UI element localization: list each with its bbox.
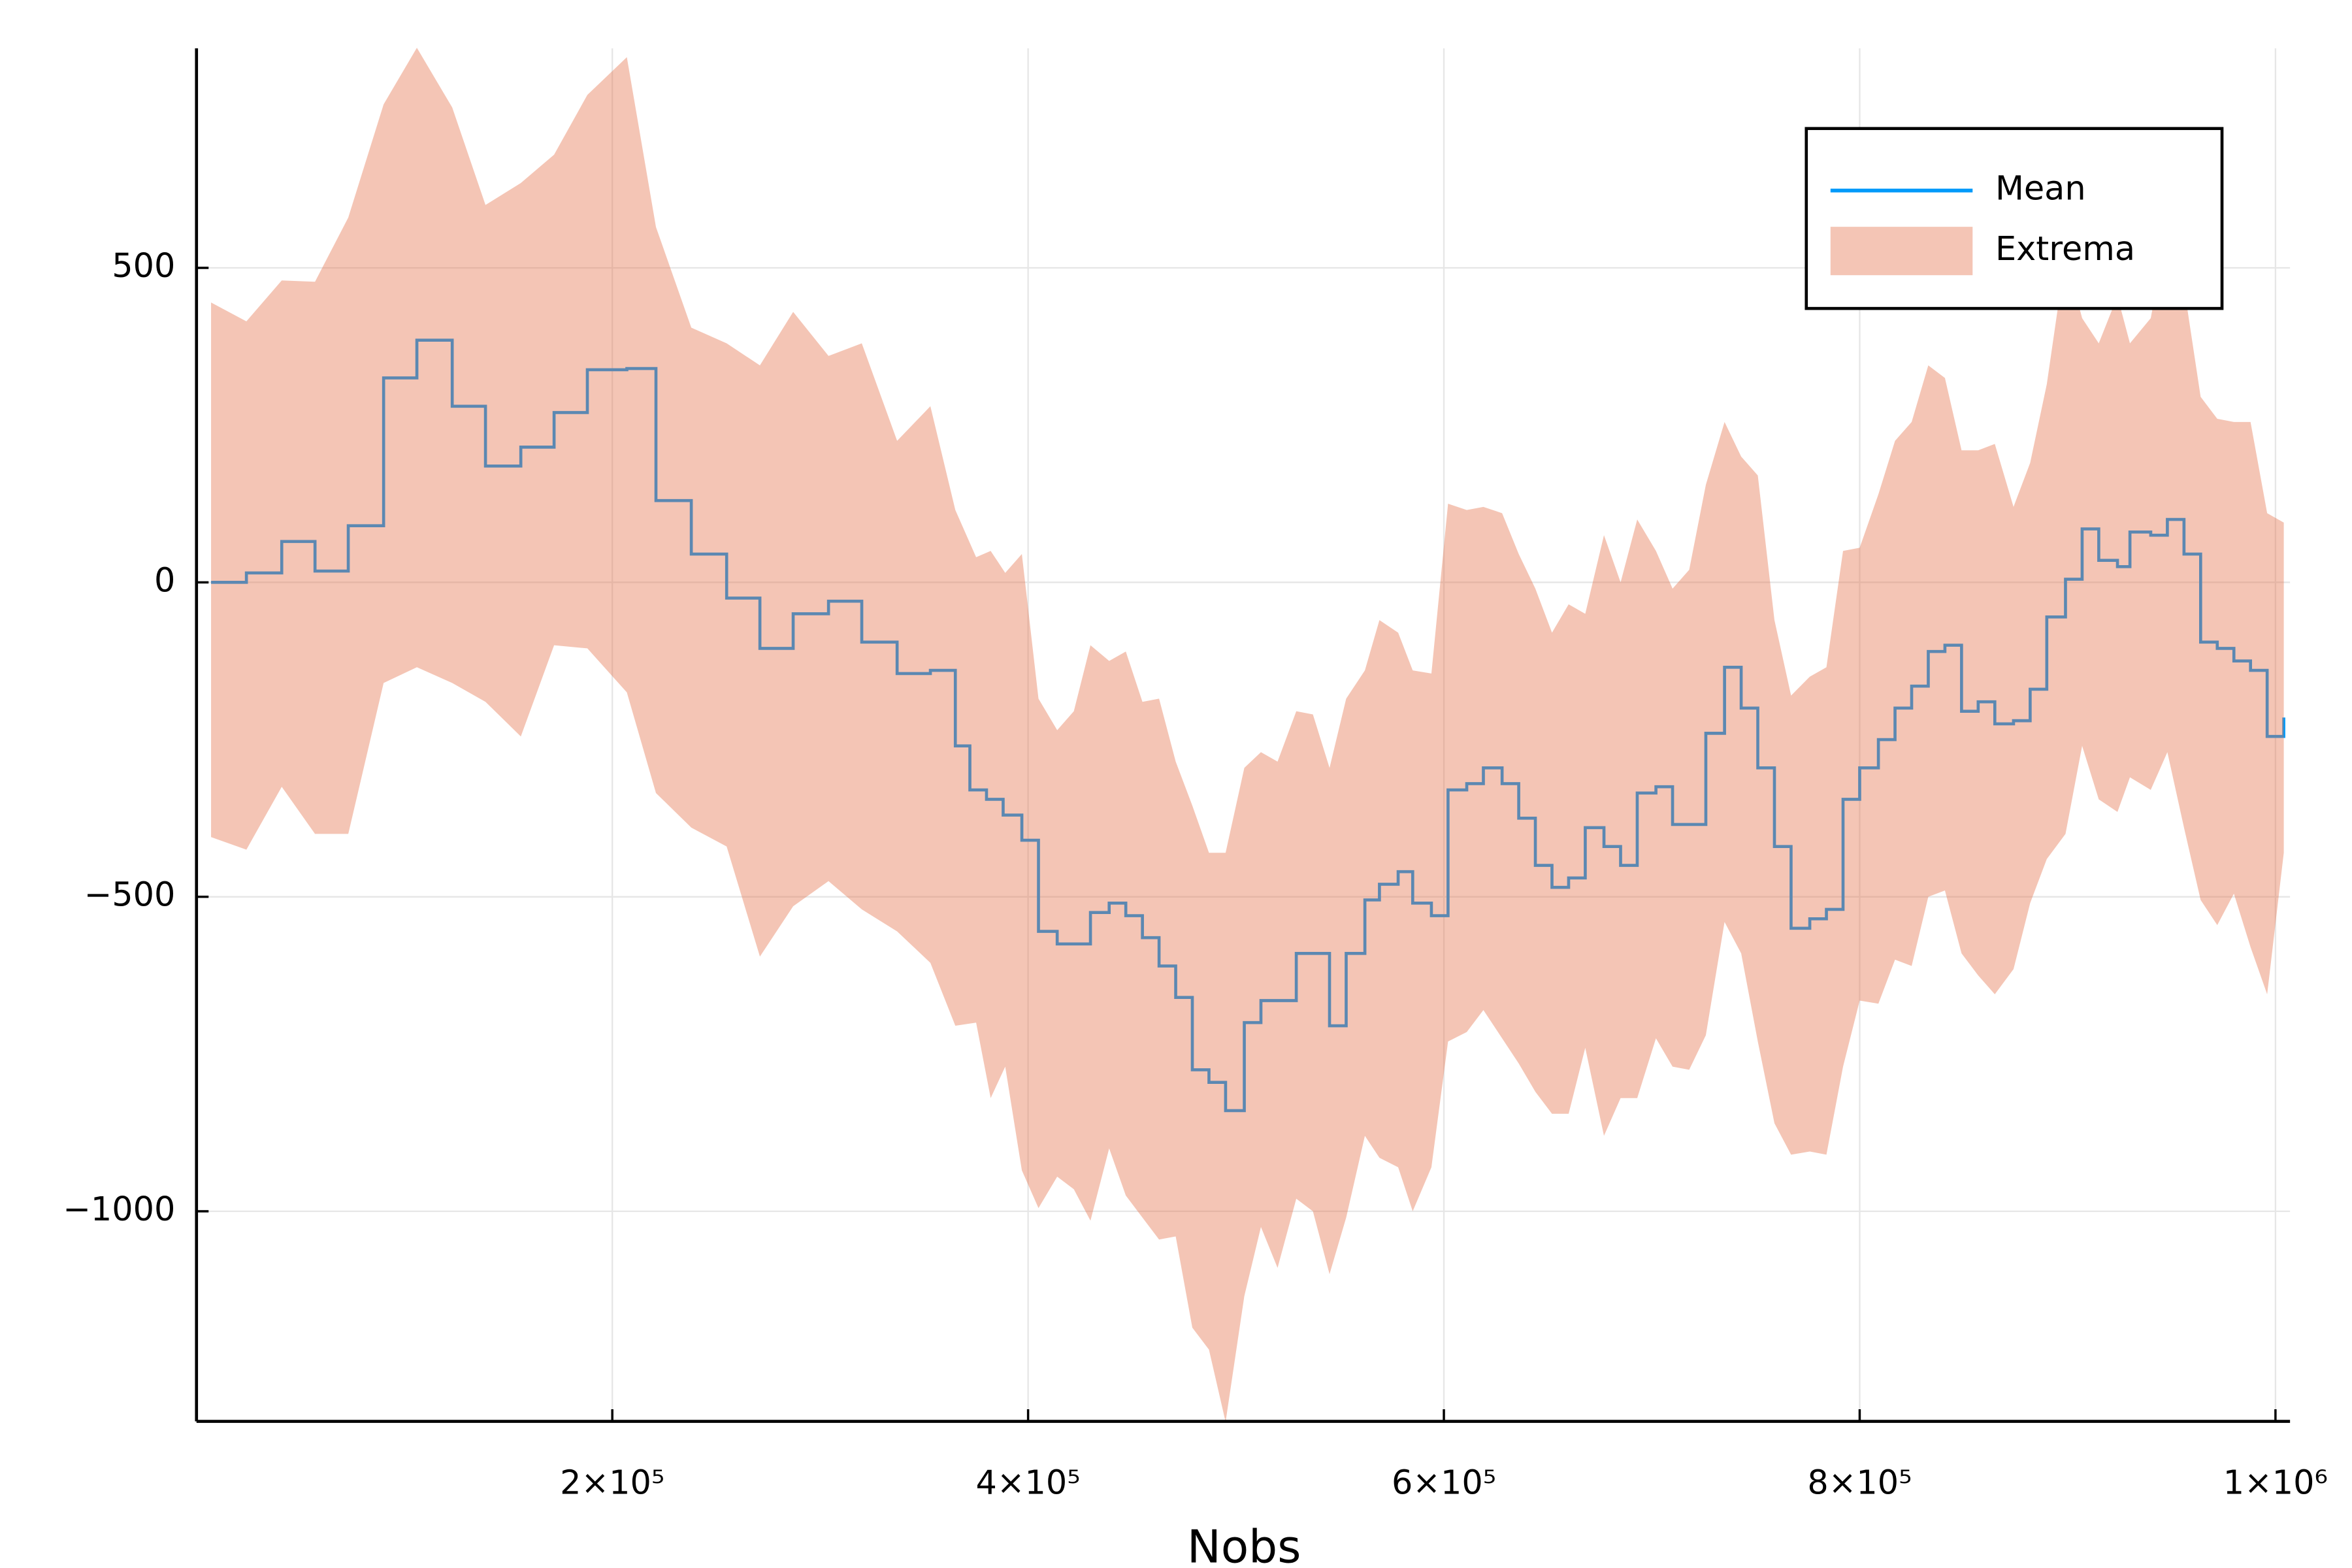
mean-line <box>211 338 2285 1113</box>
legend-swatch <box>1830 227 1973 276</box>
legend-label: Extrema <box>1995 230 2135 269</box>
y-tick-label: −1000 <box>63 1190 175 1229</box>
x-tick-label: 2×10⁵ <box>560 1464 664 1503</box>
legend: Mean Extrema <box>1805 127 2224 310</box>
y-tick-label: 0 <box>154 561 175 600</box>
legend-label: Mean <box>1995 170 2086 208</box>
x-tick-label: 4×10⁵ <box>976 1464 1081 1503</box>
x-tick-label: 8×10⁵ <box>1807 1464 1912 1503</box>
y-tick-label: −500 <box>84 876 176 915</box>
x-axis-label: Nobs <box>1187 1521 1301 1568</box>
legend-box <box>1805 127 2224 310</box>
x-tick-label: 6×10⁵ <box>1392 1464 1496 1503</box>
extrema-band <box>211 48 2284 1422</box>
x-tick-label: 1×10⁶ <box>2223 1464 2328 1503</box>
y-tick-label: 500 <box>112 247 175 286</box>
